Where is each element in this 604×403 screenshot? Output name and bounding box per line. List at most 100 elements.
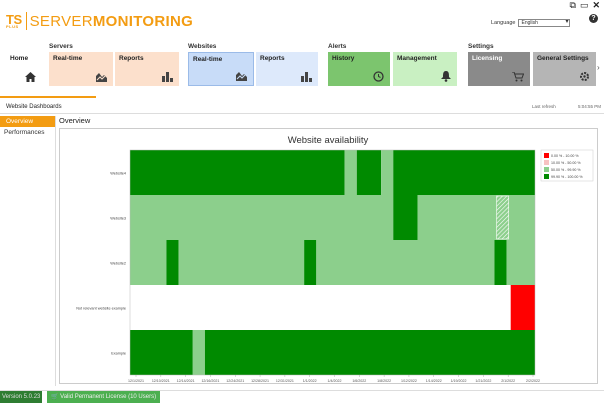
row-label: Example xyxy=(111,352,126,356)
x-tick-label: 1/12/2022 xyxy=(401,379,417,383)
tile-alerts-history[interactable]: History xyxy=(328,52,390,86)
row-label: Not relevant website example xyxy=(76,307,126,311)
legend-swatch xyxy=(544,160,549,165)
x-tick-label: 12/24/2021 xyxy=(226,379,244,383)
active-underline xyxy=(0,96,96,98)
legend-box xyxy=(540,149,594,182)
language-select[interactable]: English xyxy=(518,19,571,27)
x-tick-label: 12/10/2021 xyxy=(152,379,170,383)
heatmap-cell xyxy=(130,240,167,285)
tile-servers-reports[interactable]: Reports xyxy=(115,52,179,86)
availability-chart: Website availability Website4 Website3 Webs… xyxy=(59,128,598,392)
legend-label: 99.90 % - 100.00 % xyxy=(551,175,583,179)
x-tick-label: 1/14/2022 xyxy=(426,379,442,383)
legend-swatch xyxy=(544,174,549,179)
row-label: Website2 xyxy=(110,262,126,266)
section-title: Overview xyxy=(59,116,91,125)
minimize-icon[interactable]: ▭ xyxy=(579,0,589,10)
close-icon[interactable]: ✕ xyxy=(592,0,600,10)
license-badge: 🛒 Valid Permanent License (10 Users) xyxy=(47,391,161,403)
tile-alerts-management[interactable]: Management xyxy=(393,52,457,86)
tile-websites-realtime[interactable]: Real-time xyxy=(188,52,254,86)
tile-websites-reports[interactable]: Reports xyxy=(256,52,318,86)
sidenav-item-overview[interactable]: Overview xyxy=(0,116,55,127)
heatmap-cell xyxy=(316,240,495,285)
heatmap-cell xyxy=(130,150,345,195)
help-icon[interactable]: ? xyxy=(589,14,598,23)
tile-servers-realtime[interactable]: Real-time xyxy=(49,52,113,86)
title-bar: TS PLUS SERVER MONITORING ⧉ ▭ ✕ ? Language… xyxy=(0,0,604,40)
tile-home[interactable]: Home xyxy=(6,52,42,86)
language-label: Language xyxy=(491,20,516,26)
group-label-servers: Servers xyxy=(49,43,73,50)
x-tick-label: 12/14/2021 xyxy=(177,379,195,383)
app-logo: TS PLUS SERVER MONITORING xyxy=(6,11,194,30)
breadcrumb-bar: Website Dashboards Last refresh 5:04:55 … xyxy=(0,100,604,114)
x-tick-label: 12/31/2021 xyxy=(276,379,294,383)
tile-settings-general[interactable]: General Settings xyxy=(533,52,596,86)
x-tick-label: 1/8/2022 xyxy=(377,379,391,383)
row-label: Website3 xyxy=(110,217,126,221)
x-tick-label: 1/6/2022 xyxy=(352,379,366,383)
heatmap-cell xyxy=(417,195,535,240)
x-tick-label: 12/28/2021 xyxy=(251,379,269,383)
legend-swatch xyxy=(544,153,549,158)
x-tick-label: 2/1/2022 xyxy=(501,379,515,383)
group-label-websites: Websites xyxy=(188,43,217,50)
heatmap-svg: Website availability Website4 Website3 Webs… xyxy=(76,135,594,392)
group-label-settings: Settings xyxy=(468,43,494,50)
realtime-icon xyxy=(236,72,247,81)
x-tick-label: 1/1/2022 xyxy=(303,379,317,383)
last-refresh-label: Last refresh xyxy=(532,104,556,109)
last-refresh-time: 5:04:55 PM xyxy=(578,104,602,109)
breadcrumb: Website Dashboards xyxy=(6,104,62,110)
heatmap-cell xyxy=(166,240,179,285)
version-label: Version 5.0.23 xyxy=(0,391,43,403)
heatmap-cell xyxy=(356,150,382,195)
x-tick-label: 12/16/2021 xyxy=(201,379,219,383)
chart-icon xyxy=(162,72,173,82)
group-label-alerts: Alerts xyxy=(328,43,347,50)
cart-icon xyxy=(512,72,524,82)
side-nav: Overview Performances xyxy=(0,116,56,386)
plot-border xyxy=(129,149,536,376)
tile-settings-licensing[interactable]: Licensing xyxy=(468,52,530,86)
heatmap-cell xyxy=(344,150,357,195)
gear-icon xyxy=(580,72,589,81)
language-selector: Language English xyxy=(491,19,571,27)
heatmap-cell xyxy=(393,195,418,240)
sidenav-item-performances[interactable]: Performances xyxy=(4,129,45,136)
heatmap-cell xyxy=(204,330,536,375)
heatmap-cell xyxy=(510,285,535,330)
status-bar: Version 5.0.23 🛒 Valid Permanent License… xyxy=(0,390,604,403)
heatmap-cell xyxy=(304,240,317,285)
x-tick-label: 2/2/2022 xyxy=(526,379,540,383)
ribbon-more-chevron-icon[interactable]: › xyxy=(597,63,600,72)
heatmap-cell-hover xyxy=(496,195,509,240)
x-tick-label: 12/1/2021 xyxy=(128,379,144,383)
heatmap-cell xyxy=(494,240,507,285)
legend-label: 50.00 % - 99.90 % xyxy=(551,168,581,172)
x-tick-label: 1/19/2022 xyxy=(451,379,467,383)
restore-icon[interactable]: ⧉ xyxy=(569,0,576,10)
history-icon xyxy=(373,71,384,82)
heatmap-cell xyxy=(506,240,535,285)
heatmap-cell xyxy=(381,150,394,195)
chart-icon xyxy=(301,72,312,82)
legend-label: 10.00 % - 50.00 % xyxy=(551,161,581,165)
ribbon: Servers Websites Alerts Settings Home Re… xyxy=(0,40,604,94)
heatmap-cell xyxy=(393,150,535,195)
legend-swatch xyxy=(544,167,549,172)
heatmap-cell xyxy=(192,330,205,375)
x-tick-label: 1/4/2022 xyxy=(328,379,342,383)
realtime-icon xyxy=(96,73,107,82)
row-label: Website4 xyxy=(110,172,126,176)
chart-title: Website availability xyxy=(288,135,369,146)
heatmap-cell xyxy=(130,330,193,375)
home-icon xyxy=(25,72,36,82)
legend-label: 0.00 % - 10.00 % xyxy=(551,154,579,158)
bell-icon xyxy=(441,71,451,82)
x-tick-label: 1/21/2022 xyxy=(475,379,491,383)
heatmap-cell xyxy=(130,195,394,240)
heatmap-cell xyxy=(178,240,305,285)
